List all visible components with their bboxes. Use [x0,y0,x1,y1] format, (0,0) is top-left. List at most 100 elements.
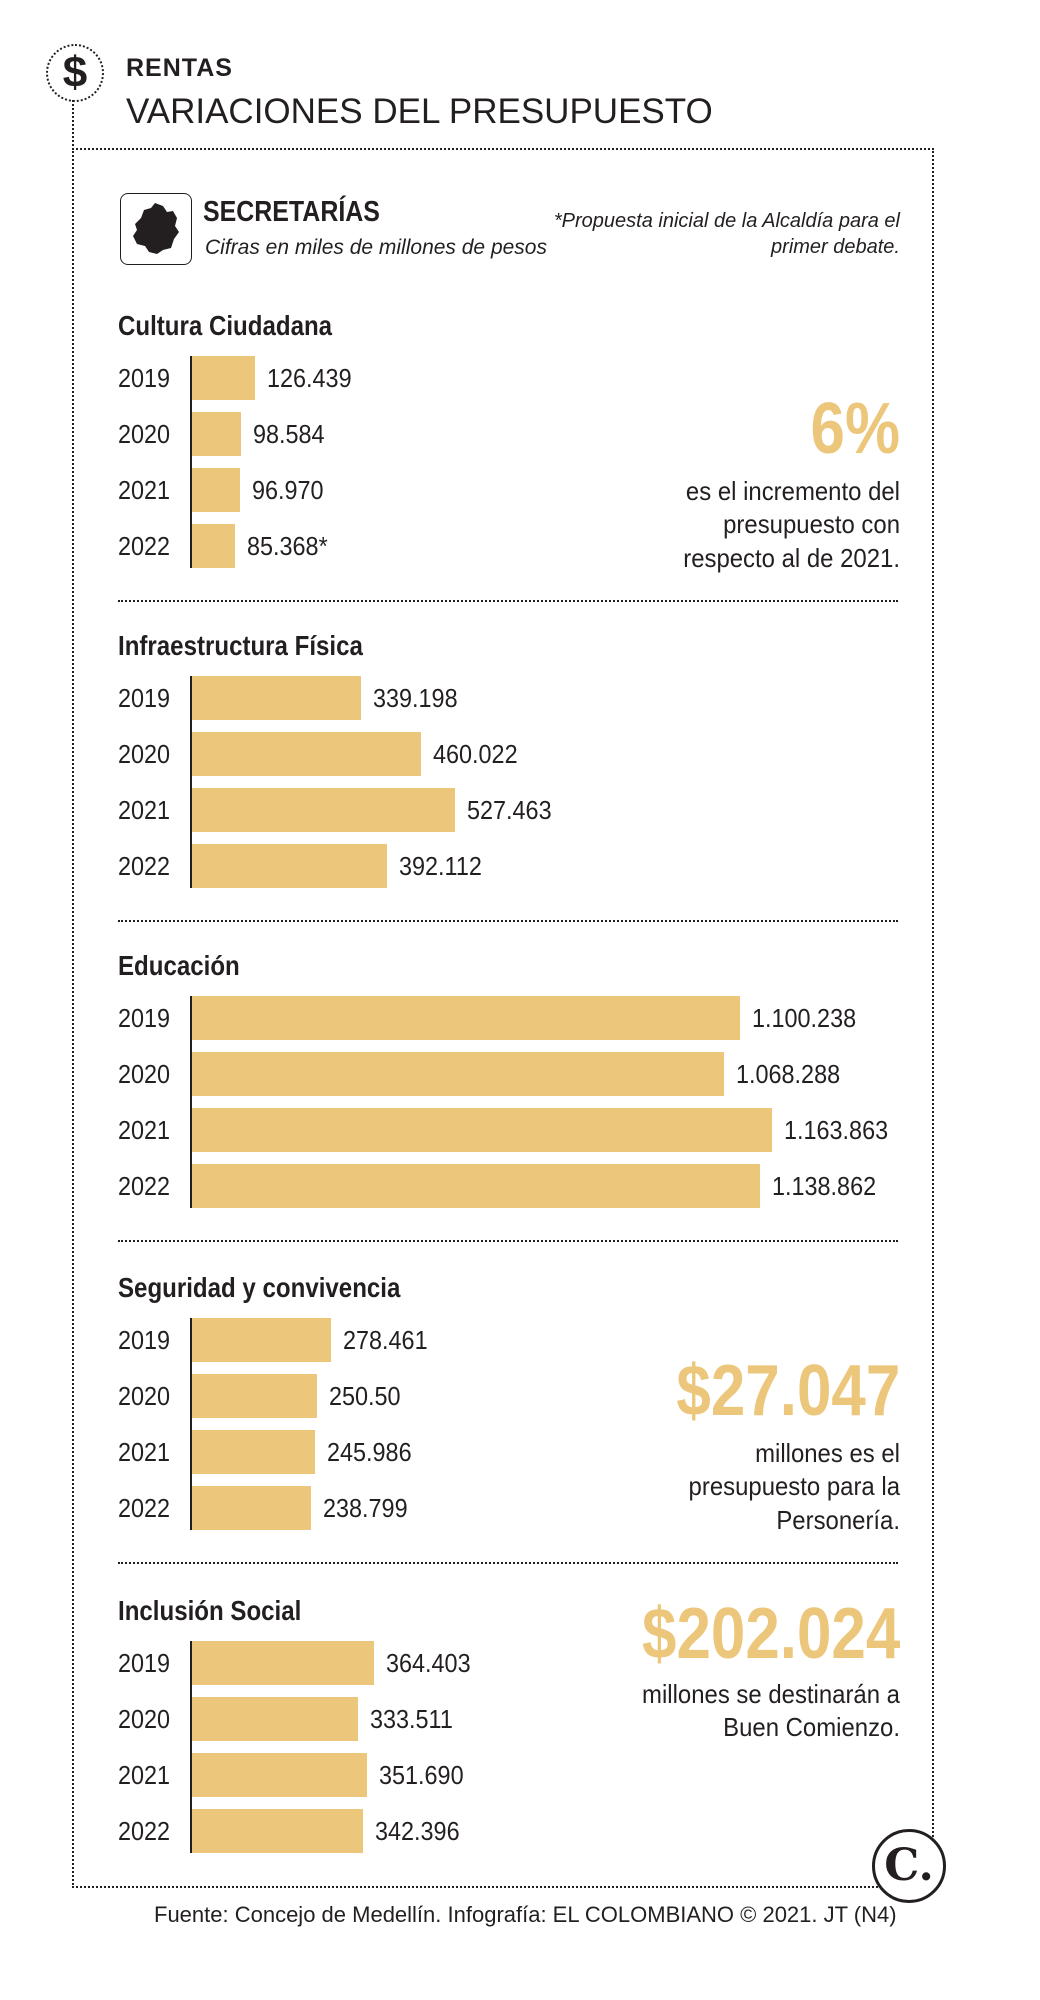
year-label: 2020 [118,739,171,769]
chart-title: Infraestructura Física [118,630,363,661]
bar-row: 2021 96.970 [118,468,898,512]
year-label: 2022 [118,1171,171,1201]
bar-value-label: 392.112 [399,851,482,881]
bar-row: 2020 250.50 [118,1374,898,1418]
logo-text: C. [884,1840,934,1891]
bar [192,788,455,832]
dollar-sign: $ [62,48,88,97]
bar-value-label: 238.799 [323,1493,408,1523]
bar-value-label: 1.100.238 [752,1003,857,1033]
year-label: 2019 [118,1325,171,1355]
year-label: 2020 [118,1059,171,1089]
bar-value-label: 85.368* [247,531,328,561]
year-label: 2022 [118,851,171,881]
bar-row: 2020 1.068.288 [118,1052,898,1096]
bar-row: 2022 342.396 [118,1809,898,1853]
bar-row: 2020 460.022 [118,732,898,776]
bar-value-label: 98.584 [253,419,325,449]
bar-value-label: 245.986 [327,1437,412,1467]
section-divider [118,1240,898,1242]
year-label: 2020 [118,1381,171,1411]
bar [192,1697,358,1741]
bar-value-label: 339.198 [373,683,458,713]
chart-axis [190,676,192,888]
section-divider [118,1562,898,1564]
map-icon [120,193,192,265]
bar [192,1108,772,1152]
callout-buen-comienzo-value: $202.024 [641,1594,900,1674]
bar [192,844,387,888]
bar-row: 2021 1.163.863 [118,1108,898,1152]
year-label: 2022 [118,531,171,561]
bar-row: 2019 1.100.238 [118,996,898,1040]
bar-value-label: 1.068.288 [736,1059,841,1089]
year-label: 2022 [118,1816,171,1846]
callout-personeria: $27.047 millones es el presupuesto para … [640,1355,900,1537]
el-colombiano-logo: C. [872,1829,946,1903]
callout-increment-text: es el incremento del presupuesto con res… [683,476,900,573]
dollar-icon: $ [46,44,104,102]
bar-row: 2019 339.198 [118,676,898,720]
bar [192,1430,315,1474]
bar [192,1486,311,1530]
section-subtitle: Cifras en miles de millones de pesos [205,236,547,259]
bar [192,412,241,456]
callout-personeria-value: $27.047 [676,1351,900,1431]
bar-row: 2019 278.461 [118,1318,898,1362]
bar [192,524,235,568]
bar [192,1374,317,1418]
bar [192,1318,331,1362]
chart-title: Inclusión Social [118,1595,302,1626]
bar [192,1641,374,1685]
chart-frame [72,148,934,1888]
leader-line [72,100,74,150]
year-label: 2021 [118,1437,171,1467]
bar-value-label: 342.396 [375,1816,460,1846]
footnote: *Propuesta inicial de la Alcaldía para e… [553,210,900,258]
bar-value-label: 250.50 [329,1381,401,1411]
section-label: SECRETARÍAS [203,196,380,228]
bar-value-label: 1.163.863 [784,1115,889,1145]
year-label: 2021 [118,1115,171,1145]
year-label: 2022 [118,1493,171,1523]
chart-axis [190,1318,192,1530]
bar-row: 2021 245.986 [118,1430,898,1474]
year-label: 2021 [118,475,171,505]
page-title: VARIACIONES DEL PRESUPUESTO [126,92,713,131]
year-label: 2021 [118,795,171,825]
chart-axis [190,1641,192,1853]
bar [192,1164,760,1208]
bar-row: 2022 392.112 [118,844,898,888]
bar-row: 2021 351.690 [118,1753,898,1797]
bar-value-label: 460.022 [433,739,518,769]
year-label: 2019 [118,683,171,713]
chart-title: Seguridad y convivencia [118,1272,401,1303]
year-label: 2019 [118,1648,171,1678]
source-credit: Fuente: Concejo de Medellín. Infografía:… [154,1902,897,1927]
bar-row: 2022 85.368* [118,524,898,568]
bar-row: 2019 364.403 [118,1641,898,1685]
year-label: 2019 [118,1003,171,1033]
bar-row: 2019 126.439 [118,356,898,400]
chart-axis [190,356,192,568]
year-label: 2019 [118,363,171,393]
section-divider [118,920,898,922]
callout-buen-comienzo: $202.024 millones se destinarán a Buen C… [600,1598,900,1745]
bar [192,1052,724,1096]
section-divider [118,600,898,602]
year-label: 2021 [118,1760,171,1790]
callout-increment: 6% es el incremento del presupuesto con … [640,393,900,575]
bar-value-label: 1.138.862 [772,1171,877,1201]
bar-value-label: 333.511 [370,1704,453,1734]
bar-row: 2020 98.584 [118,412,898,456]
bar [192,1809,363,1853]
bar-row: 2022 1.138.862 [118,1164,898,1208]
year-label: 2020 [118,419,171,449]
bar-row: 2022 238.799 [118,1486,898,1530]
bar [192,1753,367,1797]
bar-value-label: 364.403 [386,1648,471,1678]
year-label: 2020 [118,1704,171,1734]
bar-row: 2021 527.463 [118,788,898,832]
bar [192,356,255,400]
bar-value-label: 96.970 [252,475,324,505]
